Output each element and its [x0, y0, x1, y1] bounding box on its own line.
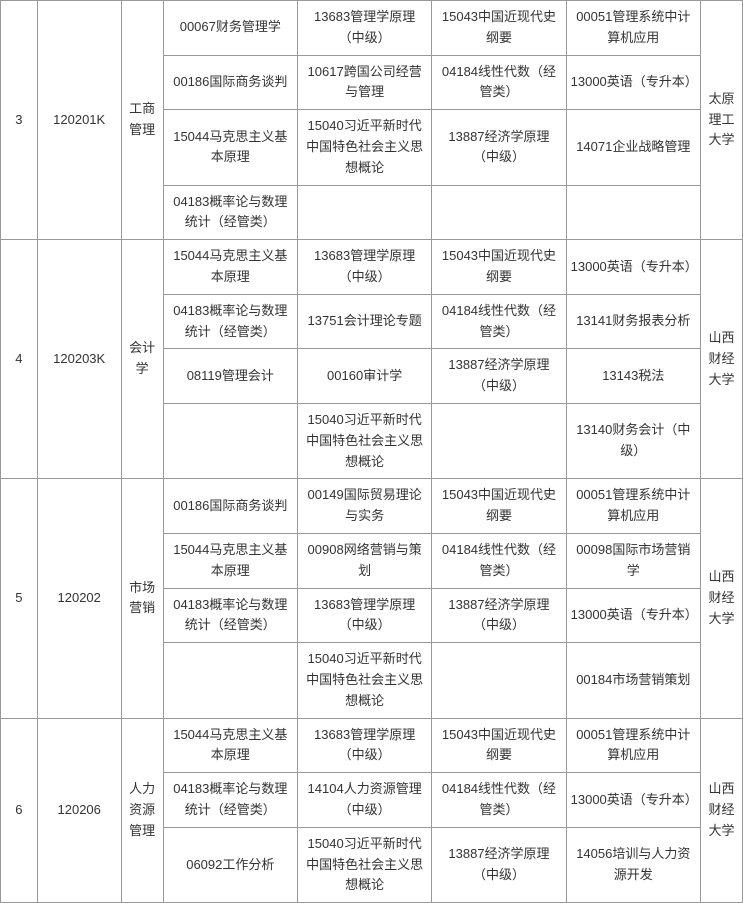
course-cell: 14071企业战略管理 [566, 110, 700, 185]
serial-number: 4 [1, 240, 38, 479]
major-name: 工商管理 [121, 1, 163, 240]
table-row: 4120203K会计学15044马克思主义基本原理13683管理学原理（中级）1… [1, 240, 743, 295]
course-cell: 15040习近平新时代中国特色社会主义思想概论 [297, 110, 431, 185]
course-cell: 00149国际贸易理论与实务 [297, 479, 431, 534]
course-cell: 00051管理系统中计算机应用 [566, 1, 700, 56]
course-cell: 14104人力资源管理（中级） [297, 773, 431, 828]
course-cell: 13751会计理论专题 [297, 294, 431, 349]
table-row: 5120202市场营销00186国际商务谈判00149国际贸易理论与实务1504… [1, 479, 743, 534]
major-name: 会计学 [121, 240, 163, 479]
course-cell: 15040习近平新时代中国特色社会主义思想概论 [297, 643, 431, 718]
course-cell: 04184线性代数（经管类） [432, 773, 566, 828]
course-cell: 15044马克思主义基本原理 [163, 110, 297, 185]
course-cell [566, 185, 700, 240]
course-cell [432, 185, 566, 240]
major-code: 120202 [37, 479, 121, 718]
course-cell: 00908网络营销与策划 [297, 533, 431, 588]
serial-number: 3 [1, 1, 38, 240]
course-cell: 04184线性代数（经管类） [432, 533, 566, 588]
course-cell: 04183概率论与数理统计（经管类） [163, 294, 297, 349]
course-cell: 13000英语（专升本） [566, 588, 700, 643]
course-cell: 15040习近平新时代中国特色社会主义思想概论 [297, 827, 431, 902]
course-cell [163, 403, 297, 478]
school-name: 山西财经大学 [700, 479, 742, 718]
course-cell: 13683管理学原理（中级） [297, 718, 431, 773]
course-cell: 10617跨国公司经营与管理 [297, 55, 431, 110]
course-cell: 00051管理系统中计算机应用 [566, 718, 700, 773]
course-cell: 13887经济学原理（中级） [432, 588, 566, 643]
table-row: 6120206人力资源管理15044马克思主义基本原理13683管理学原理（中级… [1, 718, 743, 773]
school-name: 山西财经大学 [700, 718, 742, 903]
course-cell [163, 643, 297, 718]
course-cell: 00186国际商务谈判 [163, 479, 297, 534]
course-cell: 00067财务管理学 [163, 1, 297, 56]
serial-number: 6 [1, 718, 38, 903]
course-cell: 13000英语（专升本） [566, 240, 700, 295]
major-code: 120201K [37, 1, 121, 240]
course-cell: 15044马克思主义基本原理 [163, 240, 297, 295]
course-cell: 13683管理学原理（中级） [297, 588, 431, 643]
course-cell [432, 643, 566, 718]
major-name: 人力资源管理 [121, 718, 163, 903]
course-cell: 08119管理会计 [163, 349, 297, 404]
course-cell: 15043中国近现代史纲要 [432, 240, 566, 295]
school-name: 太原理工大学 [700, 1, 742, 240]
table-row: 3120201K工商管理00067财务管理学13683管理学原理（中级）1504… [1, 1, 743, 56]
major-name: 市场营销 [121, 479, 163, 718]
course-cell: 13140财务会计（中级） [566, 403, 700, 478]
course-cell: 00098国际市场营销学 [566, 533, 700, 588]
major-code: 120203K [37, 240, 121, 479]
course-cell: 04183概率论与数理统计（经管类） [163, 185, 297, 240]
course-cell: 15043中国近现代史纲要 [432, 479, 566, 534]
major-code: 120206 [37, 718, 121, 903]
course-cell [297, 185, 431, 240]
course-cell: 13000英语（专升本） [566, 773, 700, 828]
course-cell: 15040习近平新时代中国特色社会主义思想概论 [297, 403, 431, 478]
course-cell: 00186国际商务谈判 [163, 55, 297, 110]
course-cell: 04184线性代数（经管类） [432, 294, 566, 349]
course-table: 3120201K工商管理00067财务管理学13683管理学原理（中级）1504… [0, 0, 743, 903]
course-cell: 15043中国近现代史纲要 [432, 1, 566, 56]
course-cell: 13143税法 [566, 349, 700, 404]
course-cell: 15044马克思主义基本原理 [163, 718, 297, 773]
course-cell: 00051管理系统中计算机应用 [566, 479, 700, 534]
course-cell: 13141财务报表分析 [566, 294, 700, 349]
course-cell: 04183概率论与数理统计（经管类） [163, 773, 297, 828]
course-cell: 00160审计学 [297, 349, 431, 404]
course-cell: 04183概率论与数理统计（经管类） [163, 588, 297, 643]
serial-number: 5 [1, 479, 38, 718]
course-cell: 04184线性代数（经管类） [432, 55, 566, 110]
course-cell: 06092工作分析 [163, 827, 297, 902]
course-cell: 14056培训与人力资源开发 [566, 827, 700, 902]
course-cell [432, 403, 566, 478]
course-cell: 13887经济学原理（中级） [432, 349, 566, 404]
course-cell: 13683管理学原理（中级） [297, 240, 431, 295]
course-cell: 13887经济学原理（中级） [432, 110, 566, 185]
school-name: 山西财经大学 [700, 240, 742, 479]
course-cell: 13000英语（专升本） [566, 55, 700, 110]
course-cell: 15043中国近现代史纲要 [432, 718, 566, 773]
course-cell: 13887经济学原理（中级） [432, 827, 566, 902]
course-cell: 13683管理学原理（中级） [297, 1, 431, 56]
course-cell: 00184市场营销策划 [566, 643, 700, 718]
course-cell: 15044马克思主义基本原理 [163, 533, 297, 588]
